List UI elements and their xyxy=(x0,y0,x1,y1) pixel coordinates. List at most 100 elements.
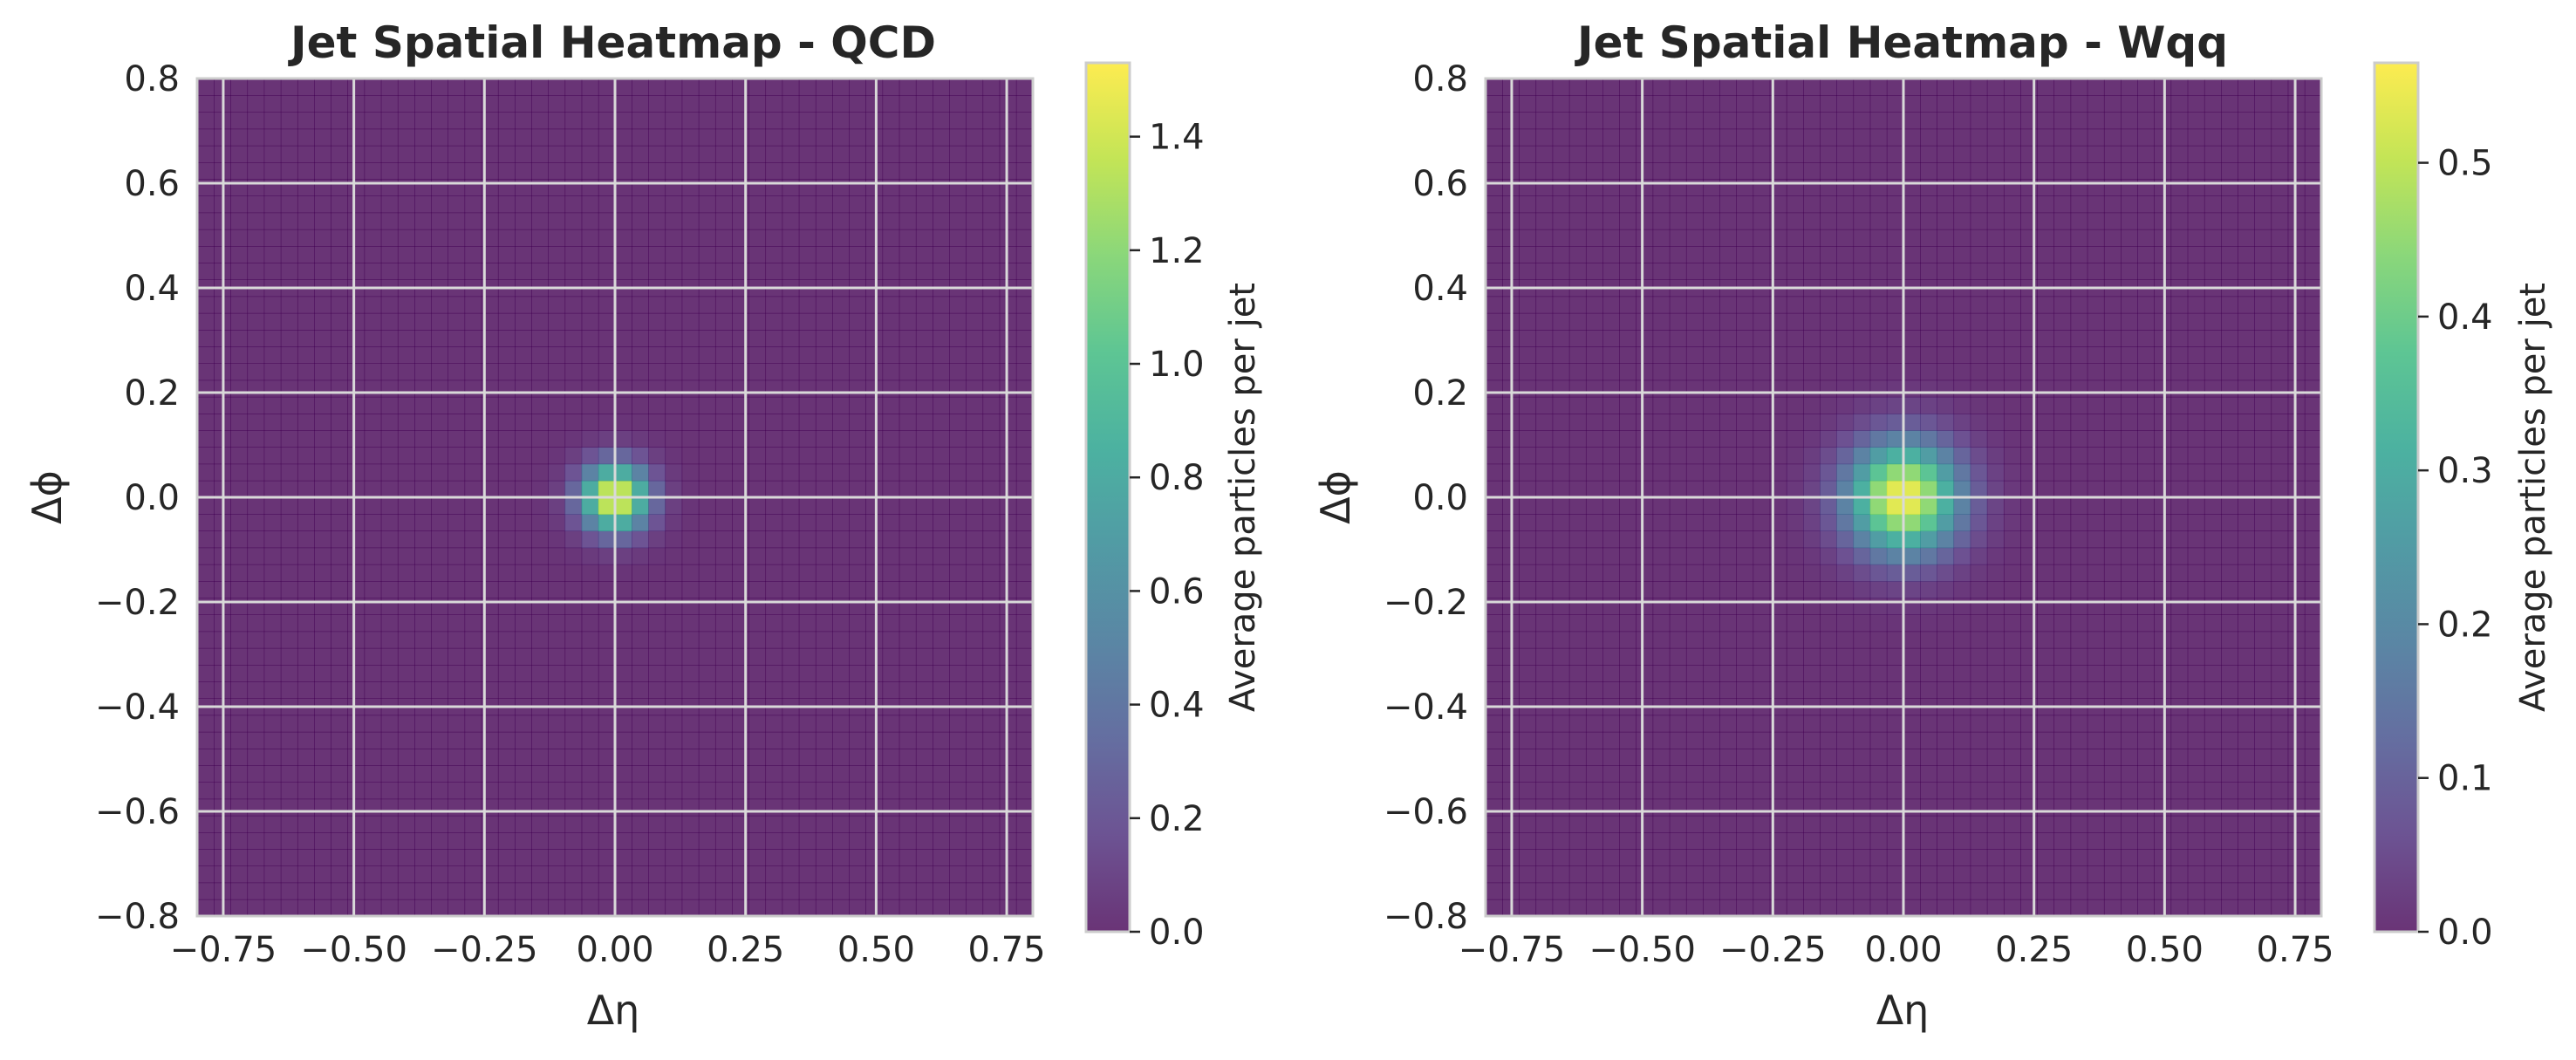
heatmap-cell xyxy=(1602,112,1620,130)
heatmap-cell xyxy=(798,647,817,666)
heatmap-cell xyxy=(2271,581,2289,598)
heatmap-cell xyxy=(665,195,683,214)
heatmap-cell xyxy=(933,447,950,465)
heatmap-cell xyxy=(2170,564,2189,582)
heatmap-cell xyxy=(915,882,933,900)
heatmap-cell xyxy=(1920,195,1937,214)
heatmap-cell xyxy=(1836,162,1855,180)
heatmap-cell xyxy=(1869,514,1888,531)
heatmap-cell xyxy=(2070,263,2088,280)
heatmap-cell xyxy=(966,798,984,817)
heatmap-cell xyxy=(1636,715,1654,733)
heatmap-cell xyxy=(197,765,215,783)
heatmap-cell xyxy=(1652,614,1671,633)
heatmap-cell xyxy=(1820,179,1837,196)
heatmap-cell xyxy=(2204,380,2222,398)
heatmap-cell xyxy=(1585,95,1603,113)
heatmap-cell xyxy=(765,95,783,113)
heatmap-cell xyxy=(1719,815,1737,833)
heatmap-cell xyxy=(1652,665,1671,682)
heatmap-cell xyxy=(1920,815,1937,833)
heatmap-cell xyxy=(849,782,866,800)
heatmap-cell xyxy=(263,363,282,381)
heatmap-cell xyxy=(2254,497,2272,515)
heatmap-cell xyxy=(1753,731,1771,749)
heatmap-cell xyxy=(1669,614,1687,633)
heatmap-cell xyxy=(230,414,249,431)
heatmap-cell xyxy=(2087,480,2105,498)
heatmap-cell xyxy=(782,330,800,347)
heatmap-cell xyxy=(1585,798,1603,817)
heatmap-cell xyxy=(380,179,399,196)
heatmap-cell xyxy=(364,815,382,833)
heatmap-cell xyxy=(2271,547,2289,565)
heatmap-cell xyxy=(1719,414,1737,431)
heatmap-cell xyxy=(1869,849,1888,866)
heatmap-cell xyxy=(1853,263,1871,280)
heatmap-cell xyxy=(431,162,448,180)
heatmap-cell xyxy=(548,631,566,649)
heatmap-cell xyxy=(2003,749,2021,766)
heatmap-cell xyxy=(665,447,683,465)
heatmap-cell xyxy=(714,330,733,347)
heatmap-cell xyxy=(714,463,733,482)
heatmap-cell xyxy=(665,346,683,364)
heatmap-cell xyxy=(314,731,331,749)
heatmap-cell xyxy=(2238,447,2255,465)
heatmap-cell xyxy=(832,631,850,649)
heatmap-cell xyxy=(564,749,583,766)
heatmap-cell xyxy=(798,765,817,783)
heatmap-cell xyxy=(1015,480,1034,498)
heatmap-cell xyxy=(1753,263,1771,280)
heatmap-cell xyxy=(1920,480,1937,498)
heatmap-cell xyxy=(564,296,583,314)
heatmap-cell xyxy=(933,782,950,800)
heatmap-cell xyxy=(765,798,783,817)
heatmap-cell xyxy=(1568,765,1587,783)
heatmap-cell xyxy=(798,246,817,263)
heatmap-cell xyxy=(414,346,432,364)
heatmap-cell xyxy=(497,798,516,817)
heatmap-cell xyxy=(882,246,900,263)
heatmap-cell xyxy=(548,882,566,900)
heatmap-cell xyxy=(314,598,331,615)
heatmap-cell xyxy=(1652,530,1671,549)
heatmap-cell xyxy=(1602,497,1620,515)
heatmap-cell xyxy=(782,798,800,817)
heatmap-cell xyxy=(2087,815,2105,833)
heatmap-cell xyxy=(1953,882,1971,900)
heatmap-cell xyxy=(1486,815,1503,833)
heatmap-cell xyxy=(915,414,933,431)
heatmap-cell xyxy=(531,263,549,280)
heatmap-cell xyxy=(497,346,516,364)
heatmap-cell xyxy=(915,296,933,314)
heatmap-cell xyxy=(782,263,800,280)
heatmap-cell xyxy=(448,731,466,749)
heatmap-cell xyxy=(714,832,733,850)
heatmap-cell xyxy=(1836,396,1855,414)
heatmap-cell xyxy=(297,832,315,850)
heatmap-cell xyxy=(364,312,382,331)
heatmap-cell xyxy=(966,564,984,582)
heatmap-cell xyxy=(1869,212,1888,230)
heatmap-cell xyxy=(548,346,566,364)
heatmap-cell xyxy=(497,380,516,398)
heatmap-cell xyxy=(1652,882,1671,900)
heatmap-cell xyxy=(1970,195,1988,214)
heatmap-cell xyxy=(2121,246,2138,263)
heatmap-cell xyxy=(1986,396,2005,414)
heatmap-cell xyxy=(448,782,466,800)
heatmap-cell xyxy=(933,882,950,900)
heatmap-cell xyxy=(2003,865,2021,884)
heatmap-cell xyxy=(714,665,733,682)
heatmap-cell xyxy=(765,581,783,598)
heatmap-cell xyxy=(1953,447,1971,465)
heatmap-cell xyxy=(782,631,800,649)
heatmap-cell xyxy=(899,681,917,699)
heatmap-cell xyxy=(882,330,900,347)
heatmap-cell xyxy=(1685,480,1704,498)
heatmap-cell xyxy=(748,564,767,582)
heatmap-cell xyxy=(515,530,532,549)
heatmap-cell xyxy=(197,731,215,749)
heatmap-cell xyxy=(2137,530,2155,549)
